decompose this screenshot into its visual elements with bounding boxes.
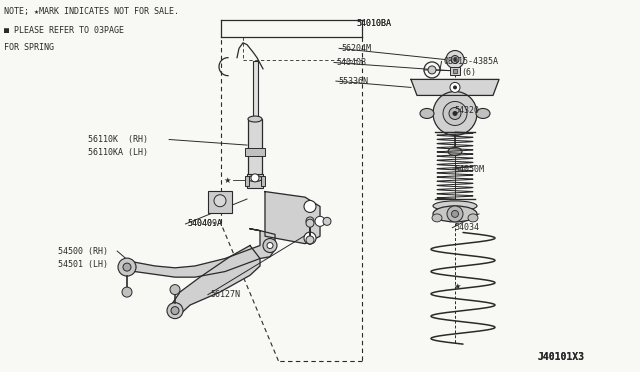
Ellipse shape — [433, 201, 477, 211]
Text: 0B915-4385A: 0B915-4385A — [444, 57, 499, 66]
Circle shape — [306, 219, 314, 227]
Ellipse shape — [248, 176, 262, 182]
Circle shape — [452, 111, 458, 116]
Ellipse shape — [432, 214, 442, 222]
Polygon shape — [265, 192, 320, 244]
Text: 540409A: 540409A — [188, 219, 223, 228]
Circle shape — [167, 302, 183, 319]
Text: 54500 (RH): 54500 (RH) — [58, 247, 108, 256]
Circle shape — [454, 58, 456, 61]
Text: 56110K  (RH): 56110K (RH) — [88, 135, 148, 144]
Ellipse shape — [433, 206, 477, 222]
Circle shape — [304, 201, 316, 212]
Circle shape — [433, 92, 477, 135]
Text: 54040₁A: 54040₁A — [188, 219, 223, 228]
Text: J40101X3: J40101X3 — [538, 352, 584, 362]
Circle shape — [449, 108, 461, 119]
Text: 54010BA: 54010BA — [356, 19, 392, 28]
Polygon shape — [170, 246, 260, 314]
Circle shape — [453, 86, 457, 89]
Circle shape — [451, 55, 459, 64]
Circle shape — [214, 195, 226, 207]
Text: 56204M: 56204M — [341, 44, 371, 53]
Text: ★: ★ — [454, 282, 461, 291]
Circle shape — [323, 217, 331, 225]
Text: 56110KA (LH): 56110KA (LH) — [88, 148, 148, 157]
Text: 55336N: 55336N — [338, 77, 368, 86]
Polygon shape — [125, 229, 275, 277]
Circle shape — [123, 263, 131, 271]
Text: ★: ★ — [223, 176, 231, 185]
Ellipse shape — [476, 109, 490, 118]
Ellipse shape — [448, 147, 462, 155]
Text: J40101X3: J40101X3 — [538, 352, 584, 362]
Bar — [453, 69, 457, 73]
Circle shape — [446, 51, 464, 68]
Circle shape — [447, 206, 463, 222]
Text: 54501 (LH): 54501 (LH) — [58, 260, 108, 269]
Circle shape — [251, 174, 259, 182]
Circle shape — [428, 66, 436, 74]
Text: 56127N: 56127N — [210, 290, 240, 299]
Circle shape — [122, 287, 132, 297]
Polygon shape — [411, 79, 499, 96]
Bar — [247, 174, 263, 188]
Text: 54040B: 54040B — [336, 58, 366, 67]
Text: FOR SPRING: FOR SPRING — [4, 43, 54, 52]
Text: ■ PLEASE REFER TO 03PAGE: ■ PLEASE REFER TO 03PAGE — [4, 26, 124, 35]
Ellipse shape — [420, 109, 434, 118]
Text: NOTE; ★MARK INDICATES NOT FOR SALE.: NOTE; ★MARK INDICATES NOT FOR SALE. — [4, 7, 179, 16]
Circle shape — [267, 243, 273, 248]
Circle shape — [171, 307, 179, 315]
Text: (6): (6) — [461, 68, 476, 77]
Circle shape — [443, 102, 467, 125]
Circle shape — [315, 217, 325, 226]
Circle shape — [450, 83, 460, 92]
Text: 54010BA: 54010BA — [356, 19, 392, 28]
Bar — [253, 61, 258, 119]
Bar — [248, 119, 262, 179]
Bar — [245, 176, 249, 186]
Bar — [208, 191, 232, 213]
Ellipse shape — [248, 116, 262, 122]
Text: 54034: 54034 — [454, 223, 479, 232]
Bar — [261, 176, 265, 186]
Bar — [245, 148, 265, 156]
Circle shape — [306, 217, 314, 225]
Text: 54050M: 54050M — [454, 165, 484, 174]
Ellipse shape — [468, 214, 478, 222]
Circle shape — [263, 238, 277, 253]
Text: 54320: 54320 — [454, 106, 479, 115]
Bar — [450, 67, 460, 75]
Circle shape — [170, 285, 180, 295]
Circle shape — [306, 236, 314, 244]
Circle shape — [118, 258, 136, 276]
Circle shape — [304, 232, 316, 244]
Circle shape — [451, 211, 458, 217]
